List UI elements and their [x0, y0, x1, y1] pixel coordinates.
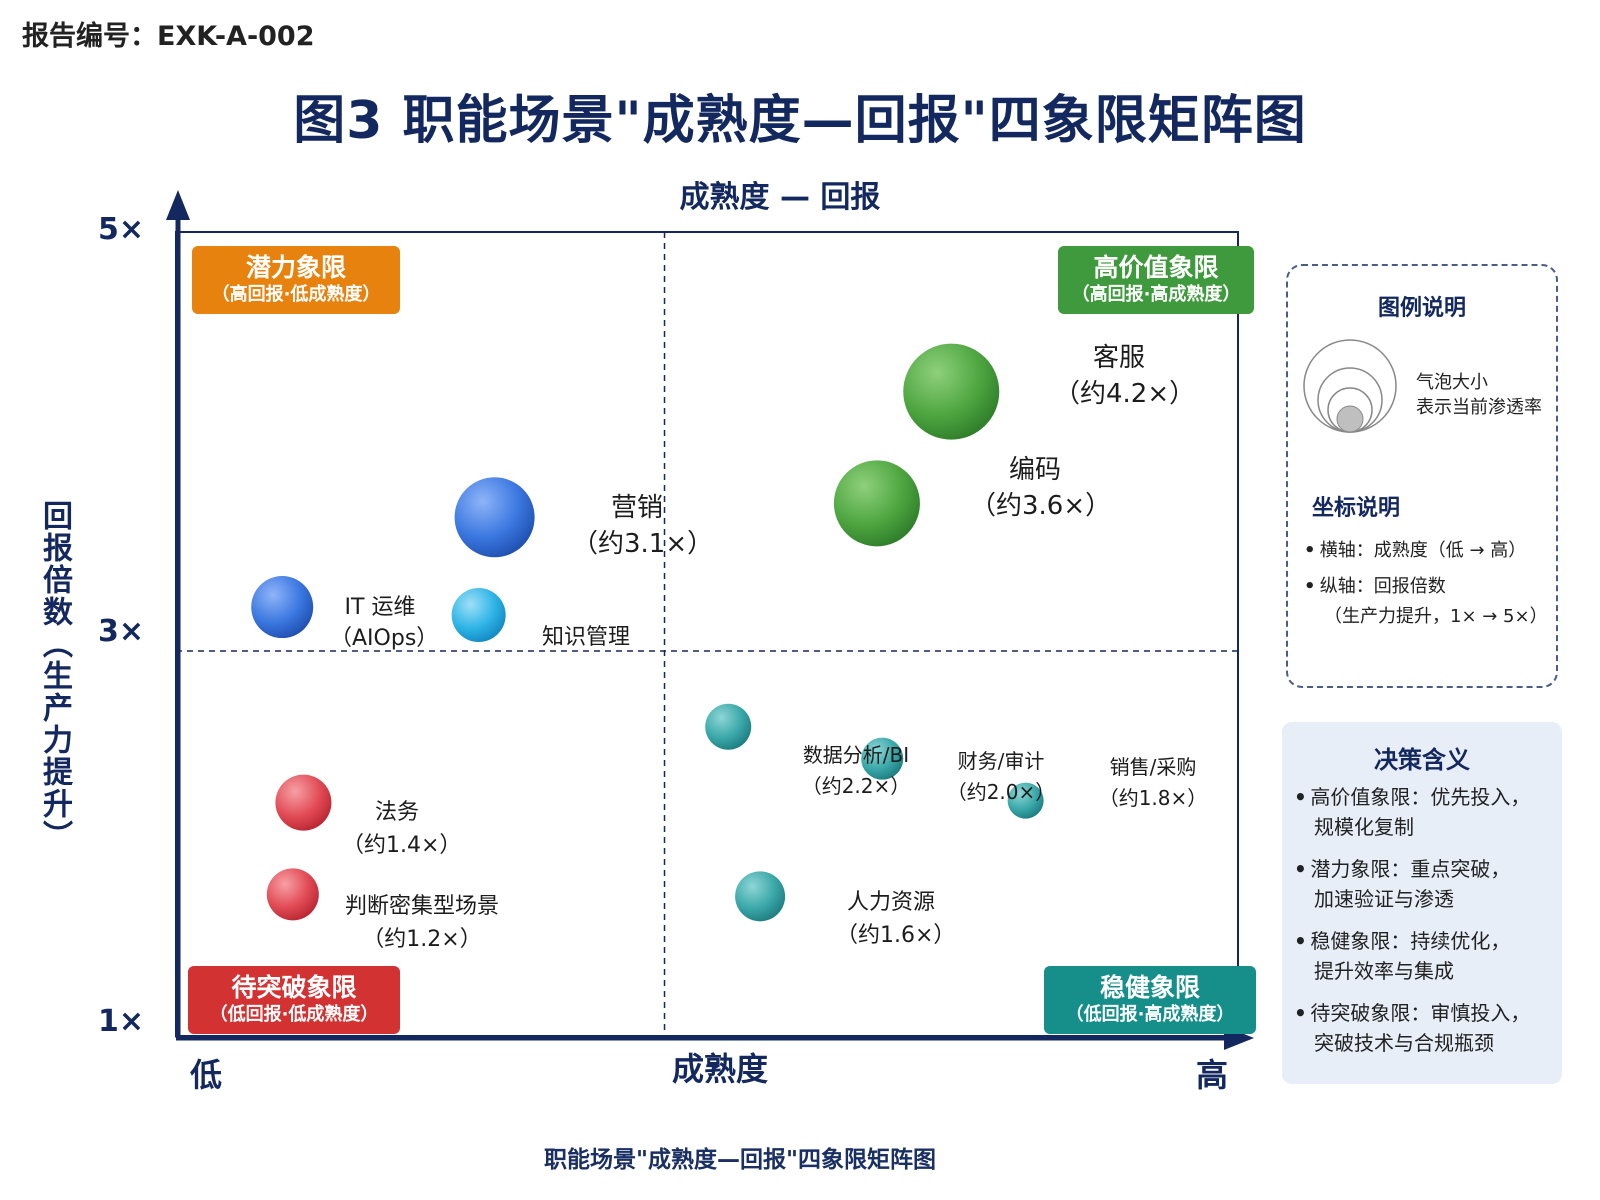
- report-number: 报告编号：EXK-A-002: [22, 21, 315, 52]
- quadrant-badge-potential: 潜力象限 （高回报·低成熟度）: [192, 246, 400, 314]
- bubble-name: 财务/审计: [957, 749, 1045, 773]
- bubble-label-hr: 人力资源 （约1.6×）: [836, 886, 956, 952]
- y-tick-label: 5×: [98, 212, 145, 247]
- figure-caption: 职能场景"成熟度—回报"四象限矩阵图: [544, 1147, 936, 1173]
- quadrant-name: 稳健象限: [1099, 973, 1200, 1002]
- decision-title: 决策含义: [1374, 746, 1470, 774]
- y-axis-label: 回报倍数（生产力提升）: [37, 500, 72, 852]
- bubble-name: 知识管理: [541, 625, 630, 650]
- bubble-point: [251, 576, 314, 639]
- bubble-value: （约1.2×）: [362, 927, 482, 952]
- bubble-value: （约2.2×）: [801, 774, 911, 798]
- bubble-point: [1007, 782, 1044, 819]
- bubble-point: [735, 871, 786, 922]
- quadrant-badge-high-value: 高价值象限 （高回报·高成熟度）: [1058, 246, 1254, 314]
- bubble-label-coding: 编码 （约3.6×）: [970, 452, 1112, 524]
- bubble-name: 人力资源: [846, 890, 935, 915]
- bubble-point: [454, 477, 535, 558]
- axis-legend-y: • 纵轴：回报倍数 （生产力提升，1× → 5×）: [1304, 576, 1548, 627]
- quadrant-badge-to-break-through: 待突破象限 （低回报·低成熟度）: [188, 966, 400, 1034]
- decision-item: • 高价值象限：优先投入， 规模化复制: [1294, 785, 1531, 839]
- y-tick-label: 1×: [98, 1004, 145, 1039]
- bubble-size-icon: [1303, 339, 1397, 433]
- axis-legend-title: 坐标说明: [1312, 496, 1401, 521]
- bubble-label-it-ops: IT 运维 （AIOps）: [330, 592, 439, 654]
- bubble-name: 营销: [610, 493, 663, 523]
- y-axis-arrow: [166, 190, 190, 220]
- decision-item: • 待突破象限：审慎投入， 突破技术与合规瓶颈: [1294, 1001, 1531, 1055]
- quadrant-name: 高价值象限: [1093, 253, 1219, 282]
- bubble-value: （约1.6×）: [836, 923, 956, 948]
- chart-subtitle: 成熟度 — 回报: [679, 180, 881, 215]
- bubble-label-knowledge-management: 知识管理: [536, 622, 636, 653]
- quadrant-desc: （高回报·高成熟度）: [1071, 284, 1241, 305]
- bubble-value: （约1.4×）: [342, 833, 462, 858]
- axis-legend-x: • 横轴：成熟度（低 → 高）: [1304, 540, 1527, 561]
- quadrant-desc: （低回报·高成熟度）: [1065, 1004, 1235, 1025]
- legend-panel: 图例说明 气泡大小 表示当前渗透率 坐标说明 • 横轴：成熟度（低 → 高） •…: [1286, 264, 1558, 688]
- bubble-point: [705, 703, 752, 750]
- quadrant-name: 潜力象限: [245, 253, 346, 282]
- bubble-name: 编码: [1008, 455, 1061, 485]
- decision-panel: 决策含义 • 高价值象限：优先投入， 规模化复制 • 潜力象限：重点突破， 加速…: [1282, 722, 1562, 1084]
- chart-title: 图3 职能场景"成熟度—回报"四象限矩阵图: [293, 91, 1307, 151]
- decision-item: • 稳健象限：持续优化， 提升效率与集成: [1294, 929, 1511, 983]
- quadrant-desc: （高回报·低成熟度）: [211, 284, 381, 305]
- bubble-point: [275, 774, 332, 831]
- bubble-name: 销售/采购: [1109, 755, 1197, 779]
- bubble-label-judgment-intensive: 判断密集型场景 （约1.2×）: [340, 890, 504, 956]
- legend-title: 图例说明: [1377, 296, 1466, 321]
- bubble-label-marketing: 营销 （约3.1×）: [572, 490, 714, 562]
- bubble-point: [903, 343, 1000, 440]
- quadrant-badge-steady: 稳健象限 （低回报·高成熟度）: [1044, 966, 1256, 1034]
- bubble-label-finance-audit: 财务/审计 （约2.0×）: [946, 746, 1056, 808]
- quadrant-name: 待突破象限: [231, 973, 357, 1002]
- decision-item: • 潜力象限：重点突破， 加速验证与渗透: [1294, 857, 1511, 911]
- bubble-value: （约1.8×）: [1098, 786, 1208, 810]
- x-axis-label: 成熟度: [671, 1050, 768, 1088]
- bubble-value: （约2.0×）: [946, 780, 1056, 804]
- bubble-label-sales-procurement: 销售/采购 （约1.8×）: [1098, 752, 1208, 814]
- bubble-label-legal: 法务 （约1.4×）: [342, 796, 462, 862]
- bubble-value: （约3.6×）: [970, 491, 1112, 521]
- x-axis-high-label: 高: [1196, 1056, 1229, 1094]
- legend-size-text: 气泡大小 表示当前渗透率: [1416, 372, 1542, 418]
- bubble-point: [861, 737, 904, 780]
- bubble-label-data-analysis: 数据分析/BI （约2.2×）: [796, 740, 916, 802]
- x-axis-low-label: 低: [190, 1056, 223, 1094]
- bubble-label-customer-service: 客服 （约4.2×）: [1054, 340, 1196, 412]
- bubble-value: （约4.2×）: [1054, 379, 1196, 409]
- bubble-point: [833, 460, 920, 547]
- y-tick-label: 3×: [98, 614, 145, 649]
- bubble-name: 法务: [374, 800, 419, 825]
- bubble-name: 客服: [1092, 343, 1145, 373]
- quadrant-desc: （低回报·低成熟度）: [209, 1004, 379, 1025]
- bubble-name: 判断密集型场景: [344, 894, 499, 919]
- bubble-name: 数据分析/BI: [802, 743, 910, 767]
- bubble-point: [451, 588, 506, 643]
- bubble-value: （AIOps）: [330, 626, 439, 651]
- bubble-name: IT 运维: [344, 595, 416, 620]
- bubble-value: （约3.1×）: [572, 529, 714, 559]
- bubble-point: [266, 868, 319, 921]
